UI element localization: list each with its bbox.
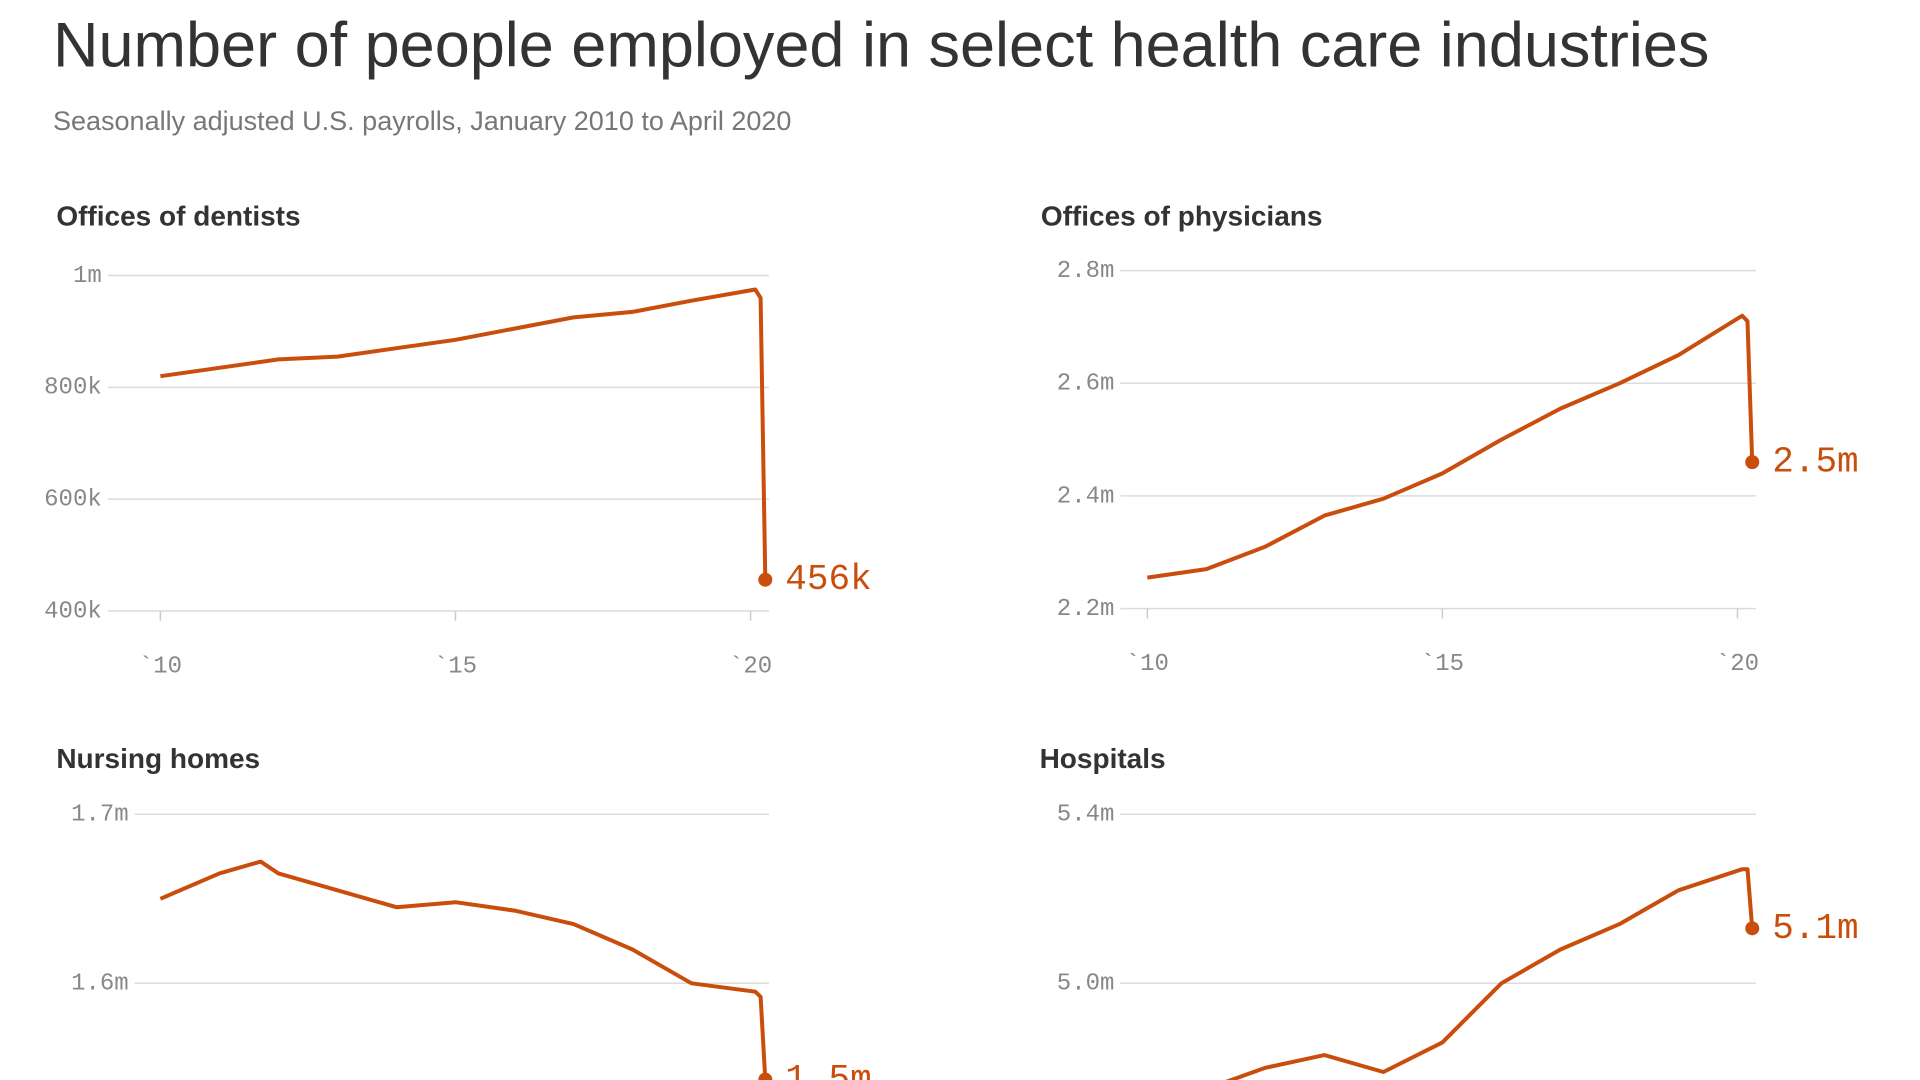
x-tick-label: `10 [139, 653, 182, 680]
y-tick-label: 2.6m [1057, 371, 1115, 398]
panel-title: Nursing homes [56, 743, 260, 774]
panel-title: Hospitals [1040, 743, 1166, 774]
end-label: 5.1m [1772, 908, 1858, 949]
y-tick-label: 1m [73, 263, 102, 290]
y-tick-label: 1.7m [71, 802, 129, 829]
data-line [160, 287, 768, 580]
x-tick-label: `15 [1421, 651, 1464, 678]
data-line [159, 859, 768, 1080]
y-tick-label: 1.6m [71, 971, 129, 998]
y-tick-label: 2.4m [1057, 483, 1115, 510]
panel-title: Offices of dentists [56, 200, 300, 231]
end-label: 1.5m [785, 1059, 871, 1080]
end-label: 2.5m [1772, 442, 1858, 483]
page-title: Number of people employed in select heal… [53, 11, 1709, 81]
data-line [1147, 313, 1755, 580]
y-tick-label: 5.4m [1057, 802, 1115, 829]
end-dot [758, 572, 773, 587]
y-tick-label: 2.2m [1057, 596, 1115, 623]
x-tick-label: `15 [434, 653, 477, 680]
end-dot [1745, 921, 1760, 936]
y-tick-label: 400k [44, 598, 102, 625]
data-line [1225, 867, 1755, 1080]
end-dot [1745, 455, 1760, 470]
y-tick-label: 5.0m [1057, 971, 1115, 998]
x-tick-label: `10 [1126, 651, 1169, 678]
end-dot [758, 1072, 773, 1080]
x-tick-label: `20 [729, 653, 772, 680]
y-tick-label: 600k [44, 487, 102, 514]
y-tick-label: 800k [44, 375, 102, 402]
panel-title: Offices of physicians [1041, 200, 1323, 231]
y-tick-label: 2.8m [1057, 258, 1115, 285]
x-tick-label: `20 [1716, 651, 1759, 678]
subtitle: Seasonally adjusted U.S. payrolls, Janua… [53, 106, 791, 136]
end-label: 456k [785, 559, 871, 600]
